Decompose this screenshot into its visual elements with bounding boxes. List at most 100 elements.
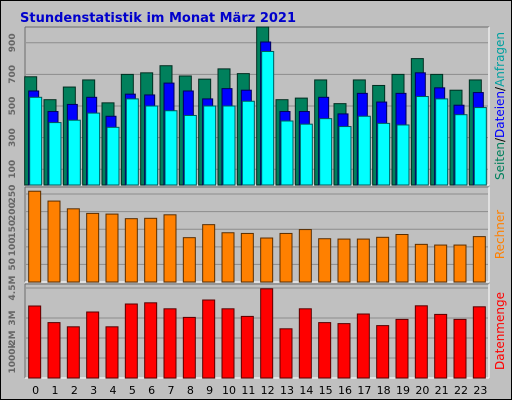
chart-title: Stundenstatistik im Monat März 2021: [20, 11, 296, 26]
legend-anfragen: Anfragen: [493, 32, 507, 87]
x-tick-label: 21: [435, 384, 449, 397]
visits-bar-anfragen: [106, 126, 120, 186]
hosts-bar-rechner: [28, 190, 42, 283]
traffic-y-tick-label: 1000k: [8, 341, 18, 373]
x-tick-label: 17: [357, 384, 371, 397]
visits-bar-anfragen: [299, 123, 313, 186]
hosts-y-tick-label: 150: [8, 220, 18, 239]
hosts-bar-rechner: [260, 237, 274, 283]
visits-bar-anfragen: [125, 98, 139, 186]
x-tick-label: 11: [241, 384, 255, 397]
hosts-bar-rechner: [279, 232, 293, 283]
hosts-bar-rechner: [221, 232, 235, 283]
visits-bar-anfragen: [377, 122, 391, 186]
traffic-bar-datenmenge: [105, 326, 119, 379]
hosts-bar-rechner: [337, 238, 351, 283]
x-tick-label: 3: [90, 384, 97, 397]
hosts-bar-rechner: [434, 244, 448, 283]
traffic-bar-datenmenge: [356, 313, 370, 379]
visits-bar-anfragen: [338, 126, 352, 186]
x-tick-label: 20: [415, 384, 429, 397]
x-tick-label: 2: [71, 384, 78, 397]
traffic-bar-datenmenge: [182, 316, 196, 379]
x-tick-label: 10: [222, 384, 236, 397]
hosts-bar-rechner: [240, 232, 254, 283]
visits-y-tick-label: 700: [8, 65, 18, 84]
hosts-bar-rechner: [202, 224, 216, 283]
x-tick-label: 0: [32, 384, 39, 397]
hosts-y-tick-label: 100: [8, 237, 18, 256]
hosts-y-tick-label: 50: [8, 258, 18, 271]
hosts-bar-rechner: [298, 229, 312, 283]
visits-bar-anfragen: [435, 98, 449, 186]
traffic-bar-datenmenge: [337, 323, 351, 379]
visits-bar-anfragen: [203, 105, 217, 186]
legend-rechner: Rechner: [493, 210, 507, 259]
hosts-y-tick-label: 250: [8, 185, 18, 204]
traffic-bar-datenmenge: [28, 305, 42, 379]
x-tick-label: 19: [396, 384, 410, 397]
x-tick-label: 16: [338, 384, 352, 397]
traffic-bar-datenmenge: [434, 313, 448, 379]
hosts-bar-rechner: [144, 217, 158, 283]
hosts-panel-bg: [25, 187, 489, 282]
x-tick-label: 4: [110, 384, 117, 397]
visits-bar-anfragen: [145, 105, 159, 186]
visits-y-tick-label: 100: [8, 160, 18, 179]
traffic-bar-datenmenge: [395, 318, 409, 379]
x-tick-label: 7: [168, 384, 175, 397]
x-tick-label: 6: [148, 384, 155, 397]
visits-bar-anfragen: [396, 124, 410, 186]
hosts-bar-rechner: [414, 243, 428, 283]
legend-separator: /: [493, 86, 507, 91]
x-tick-label: 9: [206, 384, 213, 397]
x-tick-label: 23: [473, 384, 487, 397]
traffic-y-tick-label: 2M: [8, 330, 18, 345]
hosts-bar-rechner: [66, 208, 80, 283]
visits-bar-anfragen: [67, 119, 81, 186]
traffic-bar-datenmenge: [260, 288, 274, 379]
x-tick-label: 12: [261, 384, 275, 397]
visits-bar-anfragen: [357, 115, 371, 186]
visits-bar-anfragen: [454, 114, 468, 186]
traffic-bar-datenmenge: [298, 308, 312, 379]
traffic-bar-datenmenge: [144, 302, 158, 379]
visits-y-tick-label: 500: [8, 97, 18, 116]
x-tick-label: 1: [52, 384, 59, 397]
traffic-bar-datenmenge: [240, 315, 254, 379]
legend-dateien: Dateien: [493, 91, 507, 138]
traffic-panel-bg: [25, 284, 489, 378]
hosts-bar-rechner: [86, 212, 100, 283]
traffic-bar-datenmenge: [202, 299, 216, 379]
visits-bar-anfragen: [280, 120, 294, 186]
visits-bar-anfragen: [29, 96, 43, 186]
traffic-bar-datenmenge: [414, 305, 428, 379]
visits-y-tick-label: 900: [8, 33, 18, 52]
visits-bar-anfragen: [87, 112, 101, 186]
x-tick-label: 18: [377, 384, 391, 397]
legend-top: Seiten/Dateien/Anfragen: [493, 32, 507, 180]
visits-bar-anfragen: [415, 96, 429, 186]
traffic-bar-datenmenge: [318, 322, 332, 379]
x-tick-label: 13: [280, 384, 294, 397]
traffic-y-tick-label: 4.5M: [8, 276, 18, 301]
traffic-bar-datenmenge: [376, 325, 390, 379]
hosts-bar-rechner: [395, 234, 409, 283]
x-tick-label: 5: [129, 384, 136, 397]
hosts-bar-rechner: [47, 200, 61, 283]
hosts-bar-rechner: [453, 244, 467, 283]
hosts-bar-rechner: [356, 238, 370, 283]
traffic-bar-datenmenge: [453, 318, 467, 379]
traffic-bar-datenmenge: [472, 306, 486, 379]
visits-bar-anfragen: [261, 50, 275, 186]
traffic-bar-datenmenge: [86, 311, 100, 379]
traffic-bar-datenmenge: [124, 303, 138, 379]
hosts-bar-rechner: [318, 238, 332, 283]
legend-separator: /: [493, 137, 507, 142]
visits-bar-anfragen: [48, 122, 62, 186]
hosts-bar-rechner: [163, 214, 177, 283]
visits-bar-anfragen: [164, 110, 178, 186]
x-tick-label: 14: [299, 384, 313, 397]
